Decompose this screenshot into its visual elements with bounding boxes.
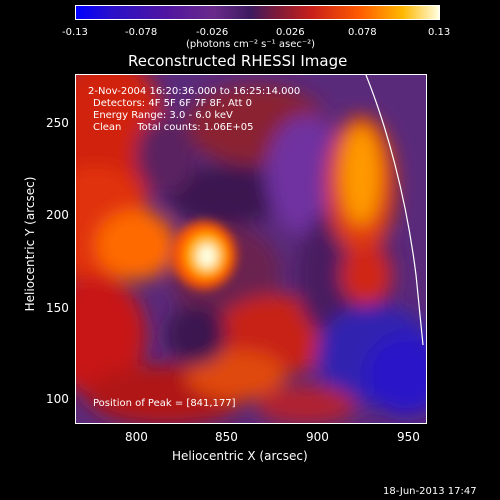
rhessi-image [76,75,426,423]
x-tick-label: 850 [215,430,238,444]
y-tick-label: 100 [46,392,69,406]
info-detectors: Detectors: 4F 5F 6F 7F 8F, Att 0 [93,98,253,109]
colorbar-tick: 0.078 [348,27,377,38]
peak-source [172,221,236,289]
x-tick-label: 950 [397,430,420,444]
emission-map [76,75,426,423]
colorbar-units: (photons cm⁻² s⁻¹ asec⁻²) [186,39,316,50]
info-clean: Clean Total counts: 1.06E+05 [93,122,254,133]
x-axis-label: Heliocentric X (arcsec) [172,449,308,463]
info-energy: Energy Range: 3.0 - 6.0 keV [93,110,233,121]
y-tick-label: 150 [46,301,69,315]
y-tick-label: 200 [46,208,69,222]
colorbar-tick: -0.078 [125,27,158,38]
colorbar-tick: 0.13 [428,27,451,38]
solar-limb [365,75,424,346]
x-tick-label: 900 [306,430,329,444]
colorbar-tick: -0.13 [62,27,88,38]
image-title: Reconstructed RHESSI Image [128,52,348,70]
y-axis-label: Heliocentric Y (arcsec) [23,176,37,312]
footer-timestamp: 18-Jun-2013 17:47 [383,486,477,497]
rhessi-image-plot: 2-Nov-2004 16:20:36.000 to 16:25:14.000 … [75,74,427,424]
colorbar-tick: -0.026 [196,27,229,38]
colorbar [75,5,440,20]
info-peak-position: Position of Peak = [841,177] [93,398,236,409]
y-tick-label: 250 [46,116,69,130]
info-time-range: 2-Nov-2004 16:20:36.000 to 16:25:14.000 [88,86,301,97]
colorbar-tick: 0.026 [276,27,305,38]
x-tick-label: 800 [125,430,148,444]
